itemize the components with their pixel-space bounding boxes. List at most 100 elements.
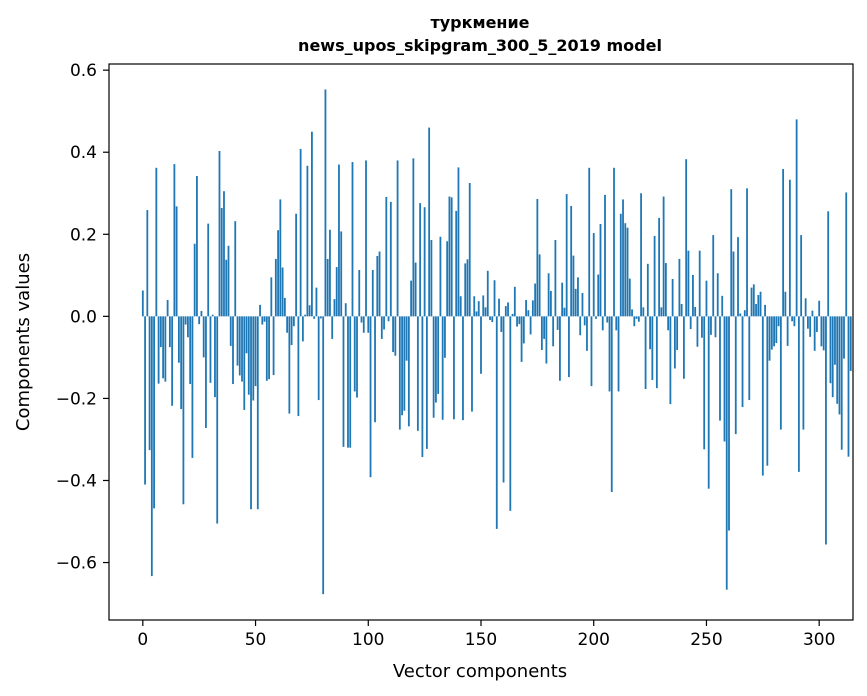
bar: [531, 300, 534, 317]
bar: [694, 306, 697, 317]
bar: [568, 316, 570, 378]
bar: [800, 235, 803, 317]
bar: [416, 316, 419, 431]
bar: [761, 316, 764, 476]
bar: [480, 316, 482, 374]
bar: [705, 280, 708, 317]
bar: [187, 316, 189, 338]
bar: [816, 316, 818, 332]
bar: [211, 314, 214, 317]
bar: [495, 316, 498, 529]
bar: [721, 295, 724, 317]
y-tick-label: 0.2: [70, 225, 97, 245]
bar: [360, 316, 363, 323]
bar: [518, 316, 521, 325]
bar: [809, 316, 812, 337]
bar: [428, 127, 431, 317]
bar: [457, 167, 460, 317]
x-tick-label: 250: [690, 630, 722, 650]
bar: [779, 316, 782, 430]
bar: [597, 274, 600, 317]
bar: [574, 288, 577, 317]
x-tick-label: 200: [578, 630, 610, 650]
bar: [144, 316, 146, 485]
bar: [182, 316, 185, 505]
bar: [563, 307, 566, 317]
bar: [468, 183, 471, 317]
bar: [840, 316, 843, 450]
bar: [845, 192, 848, 317]
bar: [843, 316, 845, 359]
bar: [685, 159, 688, 317]
bar: [504, 306, 507, 317]
bar: [797, 316, 800, 472]
bar: [802, 316, 805, 430]
bar: [394, 316, 397, 356]
bar: [849, 316, 852, 371]
bar: [435, 316, 437, 403]
bar: [516, 316, 518, 327]
bar: [588, 167, 591, 317]
bar: [223, 191, 225, 317]
bar: [168, 316, 171, 348]
bar: [743, 310, 746, 317]
bar: [446, 241, 449, 317]
bar: [311, 131, 313, 317]
bar: [583, 316, 586, 326]
bar: [786, 316, 789, 346]
bar: [281, 267, 284, 317]
bar: [464, 263, 467, 317]
bar: [590, 316, 593, 387]
bar: [252, 316, 255, 401]
bar: [234, 221, 237, 317]
bar: [387, 316, 390, 322]
bar: [259, 304, 261, 317]
bar: [662, 196, 665, 317]
bar: [689, 316, 692, 330]
bar: [272, 316, 275, 376]
bar: [175, 206, 178, 317]
bar: [159, 316, 162, 348]
bar: [153, 316, 155, 509]
bar: [196, 176, 198, 317]
bar: [184, 316, 187, 325]
bar: [813, 316, 816, 351]
bar: [475, 311, 478, 317]
bar: [513, 286, 516, 317]
bar: [484, 307, 487, 317]
bar: [655, 316, 658, 389]
bar: [633, 316, 636, 327]
bar: [148, 316, 151, 451]
bar: [209, 316, 212, 383]
bar: [389, 201, 392, 317]
y-tick-label: −0.4: [56, 471, 97, 491]
bar: [283, 297, 286, 317]
bar: [349, 316, 352, 448]
bar: [401, 316, 403, 416]
bar: [692, 274, 694, 317]
bar: [329, 229, 331, 317]
bar: [207, 223, 210, 317]
bar: [322, 316, 325, 595]
bar: [491, 316, 494, 323]
bar: [482, 295, 485, 317]
bar: [405, 316, 408, 361]
bar: [586, 316, 588, 351]
bar: [430, 240, 433, 317]
bar: [378, 251, 381, 317]
bar: [225, 259, 228, 317]
bar: [173, 164, 176, 317]
bar: [166, 299, 169, 317]
bar: [637, 316, 640, 322]
bar: [642, 307, 645, 317]
bar: [764, 304, 766, 317]
bar: [292, 316, 295, 327]
bar: [613, 167, 615, 317]
bar: [622, 199, 624, 317]
bar: [286, 316, 289, 333]
bar: [374, 316, 376, 423]
bar: [683, 316, 685, 379]
bar: [640, 193, 642, 317]
bar: [520, 316, 523, 362]
bar: [773, 316, 775, 347]
